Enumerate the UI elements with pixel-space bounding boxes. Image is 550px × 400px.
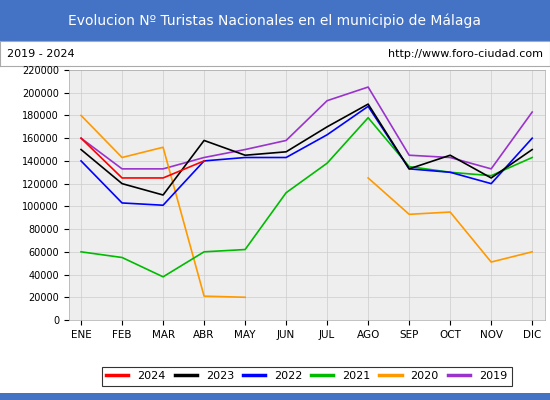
Text: Evolucion Nº Turistas Nacionales en el municipio de Málaga: Evolucion Nº Turistas Nacionales en el m…: [69, 14, 481, 28]
Text: 2019 - 2024: 2019 - 2024: [7, 49, 74, 59]
Legend: 2024, 2023, 2022, 2021, 2020, 2019: 2024, 2023, 2022, 2021, 2020, 2019: [102, 367, 512, 386]
Text: http://www.foro-ciudad.com: http://www.foro-ciudad.com: [388, 49, 543, 59]
